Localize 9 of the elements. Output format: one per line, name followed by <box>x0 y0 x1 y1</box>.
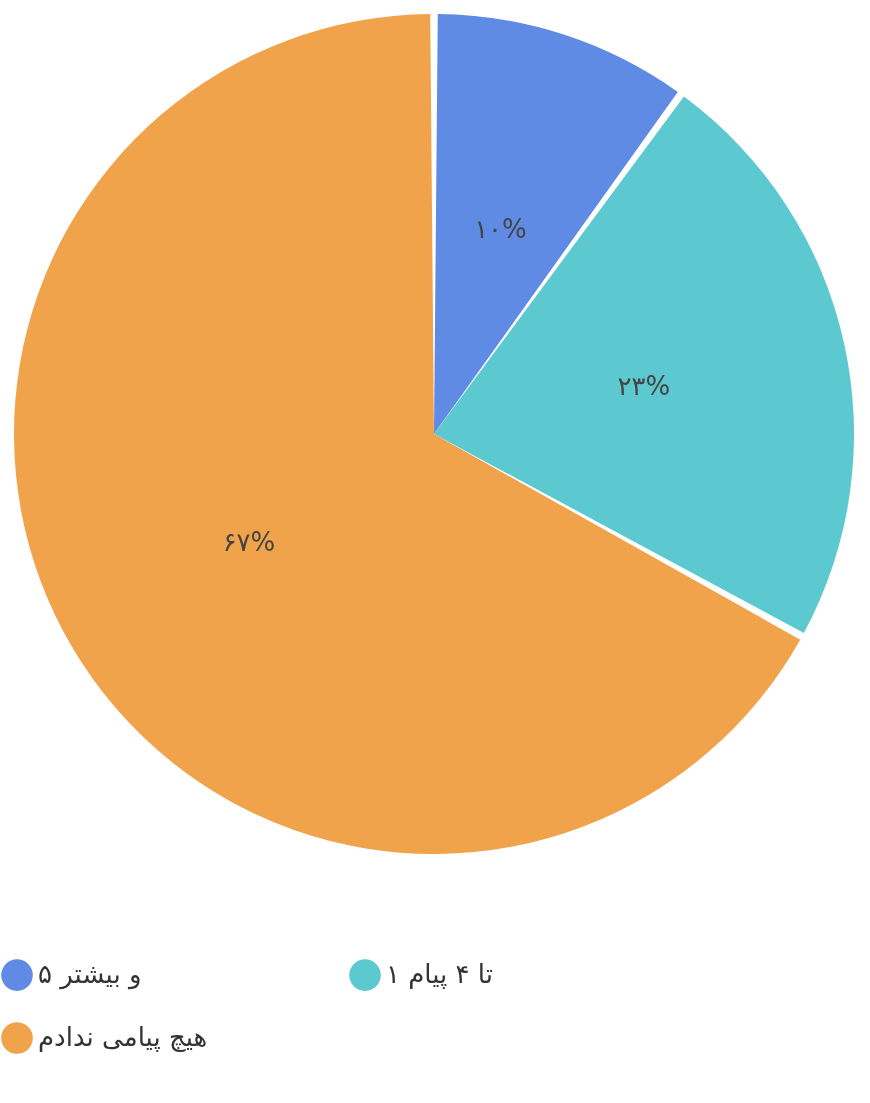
data-label: ۲۳% <box>617 371 671 402</box>
legend-label: ۱ تا ۴ پیام <box>386 959 494 990</box>
pie-slice <box>14 14 801 854</box>
legend-label: ۵ و بیشتر <box>38 959 142 991</box>
pie-slice <box>434 14 678 434</box>
legend-label: هیچ پیامی ندادم <box>38 1022 208 1053</box>
pie-slice <box>434 96 854 634</box>
data-label: ۱۰% <box>474 213 527 244</box>
data-label: ۶۷% <box>222 527 276 558</box>
